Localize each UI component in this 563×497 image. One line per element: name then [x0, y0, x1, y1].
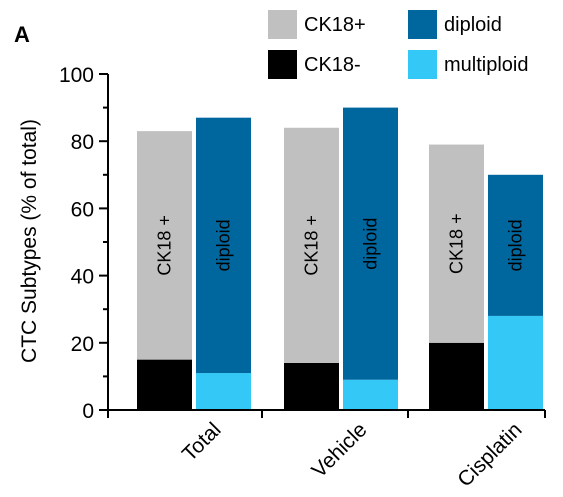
- panel-label: A: [14, 22, 30, 47]
- x-tick-label-cisplatin: Cisplatin: [453, 418, 526, 491]
- bar-cisplatin-ck18-pos: [429, 144, 484, 343]
- bar-label-total-ploidy: diploid: [214, 219, 234, 271]
- bar-label-total-ck18: CK18 +: [155, 215, 175, 276]
- bar-vehicle-diploid: [343, 107, 398, 380]
- legend-swatch: [268, 10, 297, 39]
- bar-vehicle-multiploid: [343, 379, 398, 410]
- x-tick-label-vehicle: Vehicle: [307, 418, 371, 482]
- bar-label-vehicle-ck18: CK18 +: [302, 215, 322, 276]
- y-axis: 0 20 40 60 80 100: [59, 64, 109, 423]
- legend-label: diploid: [444, 14, 502, 36]
- y-tick-label: 40: [71, 266, 94, 289]
- legend-label: CK18+: [304, 14, 366, 36]
- y-tick-label: 80: [71, 131, 94, 154]
- legend-item-multiploid: multiploid: [408, 50, 528, 79]
- legend-label: CK18-: [304, 54, 361, 76]
- x-axis: Total Vehicle Cisplatin: [107, 409, 546, 491]
- bar-total-ck18-neg: [137, 359, 192, 410]
- x-tick-label-total: Total: [178, 418, 226, 466]
- bar-label-cisplatin-ck18: CK18 +: [447, 213, 467, 274]
- legend-label: multiploid: [444, 54, 528, 76]
- bar-total-multiploid: [196, 373, 251, 410]
- legend-item-ck18-pos: CK18+: [268, 10, 366, 39]
- y-axis-label: CTC Subtypes (% of total): [18, 119, 41, 363]
- bar-cisplatin-ck18-neg: [429, 342, 484, 410]
- legend: CK18+ diploid CK18- multiploid: [268, 10, 528, 79]
- legend-item-ck18-neg: CK18-: [268, 50, 361, 79]
- legend-swatch: [268, 50, 297, 79]
- bar-cisplatin-multiploid: [488, 315, 543, 410]
- bar-total-ck18-pos: [137, 131, 192, 360]
- bar-label-cisplatin-ploidy: diploid: [506, 219, 526, 271]
- bar-vehicle-ck18-pos: [284, 127, 339, 363]
- bar-cisplatin-diploid: [488, 174, 543, 316]
- legend-swatch: [408, 10, 437, 39]
- bars: CK18 + diploid CK18 + diploid CK18 + diploid: [137, 107, 543, 410]
- legend-item-diploid: diploid: [408, 10, 502, 39]
- y-tick-label: 20: [71, 333, 94, 356]
- bar-total-diploid: [196, 117, 251, 374]
- y-tick-label: 60: [71, 198, 94, 221]
- y-tick-label: 100: [59, 64, 94, 87]
- bar-vehicle-ck18-neg: [284, 362, 339, 410]
- legend-swatch: [408, 50, 437, 79]
- bar-label-vehicle-ploidy: diploid: [361, 218, 381, 270]
- y-tick-label: 0: [82, 400, 94, 423]
